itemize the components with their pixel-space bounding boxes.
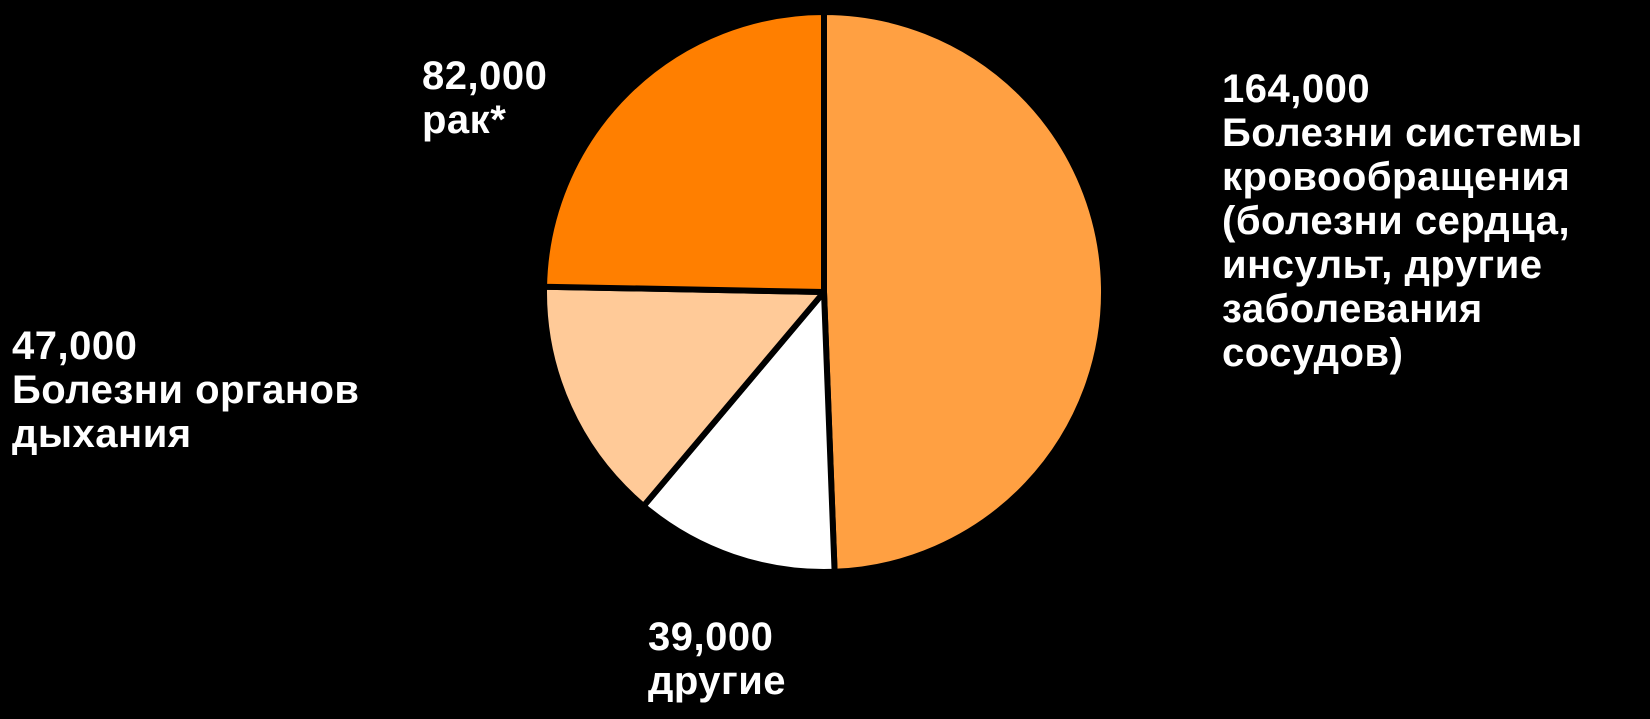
slice-label-cancer: 82,000 рак* xyxy=(422,54,622,142)
slice-value-cancer: 82,000 xyxy=(422,54,548,98)
slice-name-other: другие xyxy=(648,659,787,703)
slice-label-circulatory: 164,000 Болезни системы кровообращения (… xyxy=(1222,67,1642,375)
slice-name-cancer: рак* xyxy=(422,98,507,142)
slice-value-respiratory: 47,000 xyxy=(12,324,138,368)
pie-slice-other xyxy=(640,289,838,575)
slice-name-circulatory: Болезни системы кровообращения (болезни … xyxy=(1222,111,1583,375)
slice-label-other: 39,000 другие xyxy=(648,615,868,703)
slice-name-respiratory: Болезни органов дыхания xyxy=(12,368,360,456)
slice-label-respiratory: 47,000 Болезни органов дыхания xyxy=(12,324,432,456)
pie-slice-circ xyxy=(821,9,1108,575)
slice-value-other: 39,000 xyxy=(648,615,774,659)
slice-value-circulatory: 164,000 xyxy=(1222,67,1371,111)
pie-slice-resp xyxy=(541,283,827,510)
pie-slice-cancer xyxy=(541,9,827,295)
